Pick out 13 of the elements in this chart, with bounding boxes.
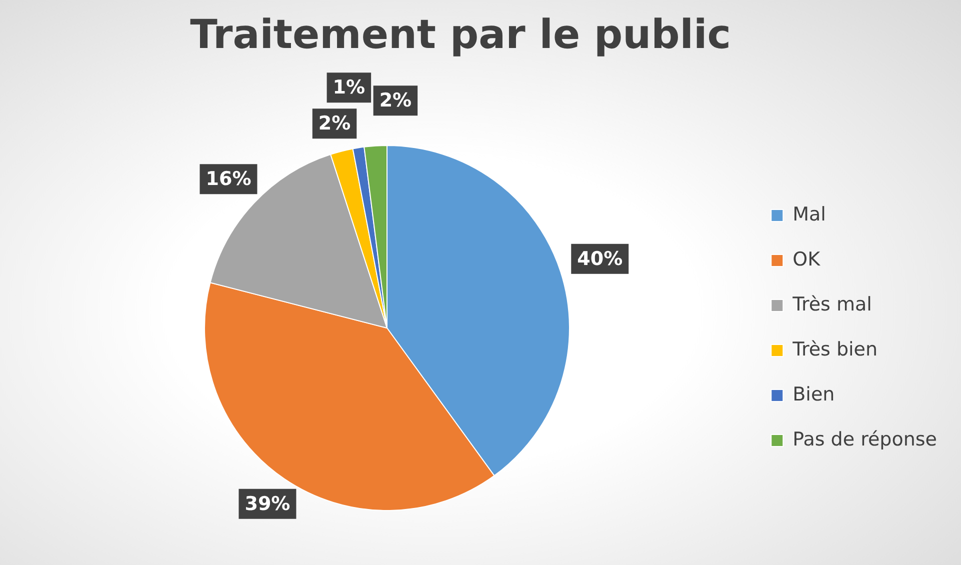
data-label: 1% <box>332 76 366 99</box>
legend-label: Très bien <box>792 338 878 360</box>
legend-label: Bien <box>792 383 835 406</box>
data-label: 2% <box>379 90 412 112</box>
legend-label: OK <box>792 248 821 270</box>
chart-title: Traitement par le public <box>189 12 732 58</box>
legend-label: Mal <box>792 203 826 226</box>
data-label: 16% <box>206 168 252 190</box>
data-label: 40% <box>577 248 623 270</box>
legend-label: Très mal <box>792 293 872 316</box>
legend-label: Pas de réponse <box>792 428 937 450</box>
data-label: 39% <box>244 492 290 515</box>
data-label: 2% <box>318 112 351 135</box>
